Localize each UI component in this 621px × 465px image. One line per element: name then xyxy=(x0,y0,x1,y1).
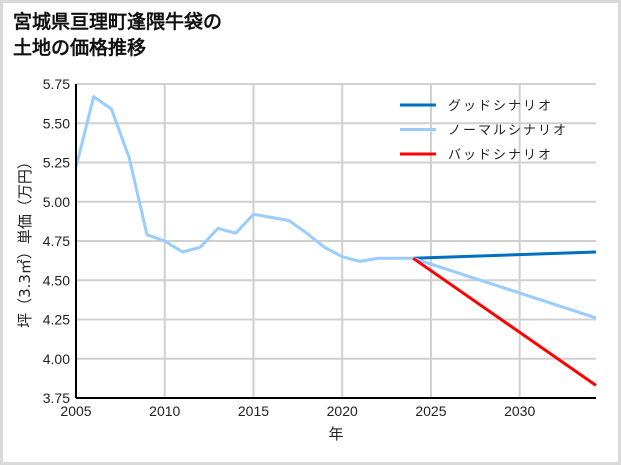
y-axis-label: 坪（3.3㎡）単価（万円） xyxy=(16,154,34,328)
x-tick-label: 2005 xyxy=(60,403,91,419)
x-tick-label: 2025 xyxy=(415,403,446,419)
data-series xyxy=(74,95,597,387)
axes xyxy=(75,84,596,399)
legend-label: バッドシナリオ xyxy=(448,148,553,163)
y-tick-label: 5.00 xyxy=(43,194,70,210)
x-tick-label: 2015 xyxy=(238,403,269,419)
y-tick-label: 3.75 xyxy=(43,390,70,406)
y-tick-label: 4.50 xyxy=(43,272,70,288)
x-tick-label: 2030 xyxy=(504,403,535,419)
series-line xyxy=(74,95,597,320)
x-tick-label: 2020 xyxy=(327,403,358,419)
tick-labels: 3.75 4.00 4.25 4.50 4.75 5.00 5.25 5.50 5.75 2005… xyxy=(43,76,536,419)
chart-title: 宮城県亘理町逢隈牛袋の 土地の価格推移 xyxy=(13,9,222,61)
x-axis-label: 年 xyxy=(328,425,343,443)
y-tick-label: 5.25 xyxy=(43,155,70,171)
legend-label: ノーマルシナリオ xyxy=(448,124,568,139)
y-tick-label: 4.00 xyxy=(43,351,70,367)
series-line xyxy=(412,257,597,387)
y-tick-label: 5.50 xyxy=(43,115,70,131)
series-line xyxy=(413,250,597,260)
legend-label: グッドシナリオ xyxy=(448,99,553,114)
chart-title-line1: 宮城県亘理町逢隈牛袋の xyxy=(13,11,223,33)
y-tick-label: 4.25 xyxy=(43,312,70,328)
chart-title-line2: 土地の価格推移 xyxy=(13,37,147,59)
y-tick-label: 5.75 xyxy=(43,76,70,92)
x-tick-label: 2010 xyxy=(149,403,180,419)
y-tick-label: 4.75 xyxy=(43,233,70,249)
